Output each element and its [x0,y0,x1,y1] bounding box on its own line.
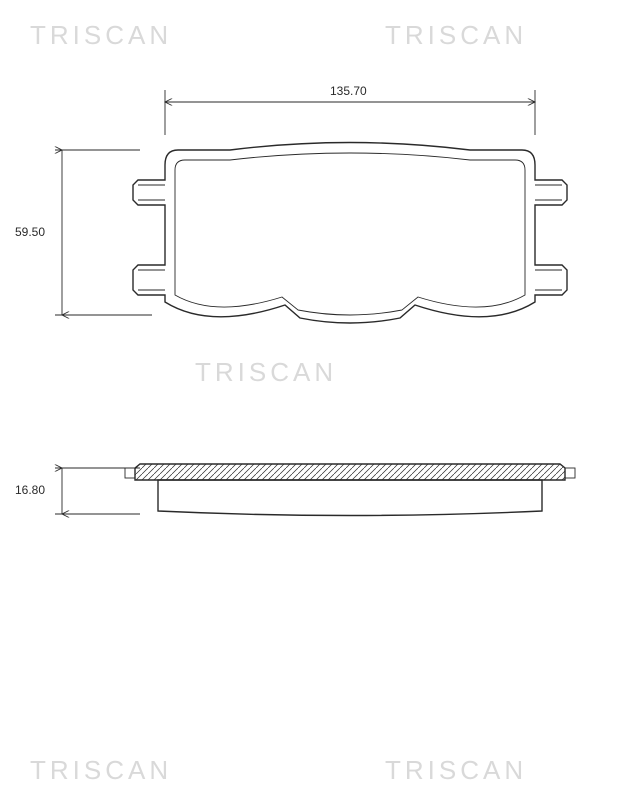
watermark-tr: TRISCAN [385,20,527,51]
technical-drawing: 135.70 59.50 16.80 [70,90,570,590]
drawing-svg [70,90,570,590]
dim-height-label: 59.50 [15,225,45,239]
dim-width-label: 135.70 [330,84,367,98]
watermark-tl: TRISCAN [30,20,172,51]
watermark-br: TRISCAN [385,755,527,786]
watermark-bl: TRISCAN [30,755,172,786]
front-view [133,143,567,324]
side-view [125,464,575,516]
dim-thickness-label: 16.80 [15,483,45,497]
